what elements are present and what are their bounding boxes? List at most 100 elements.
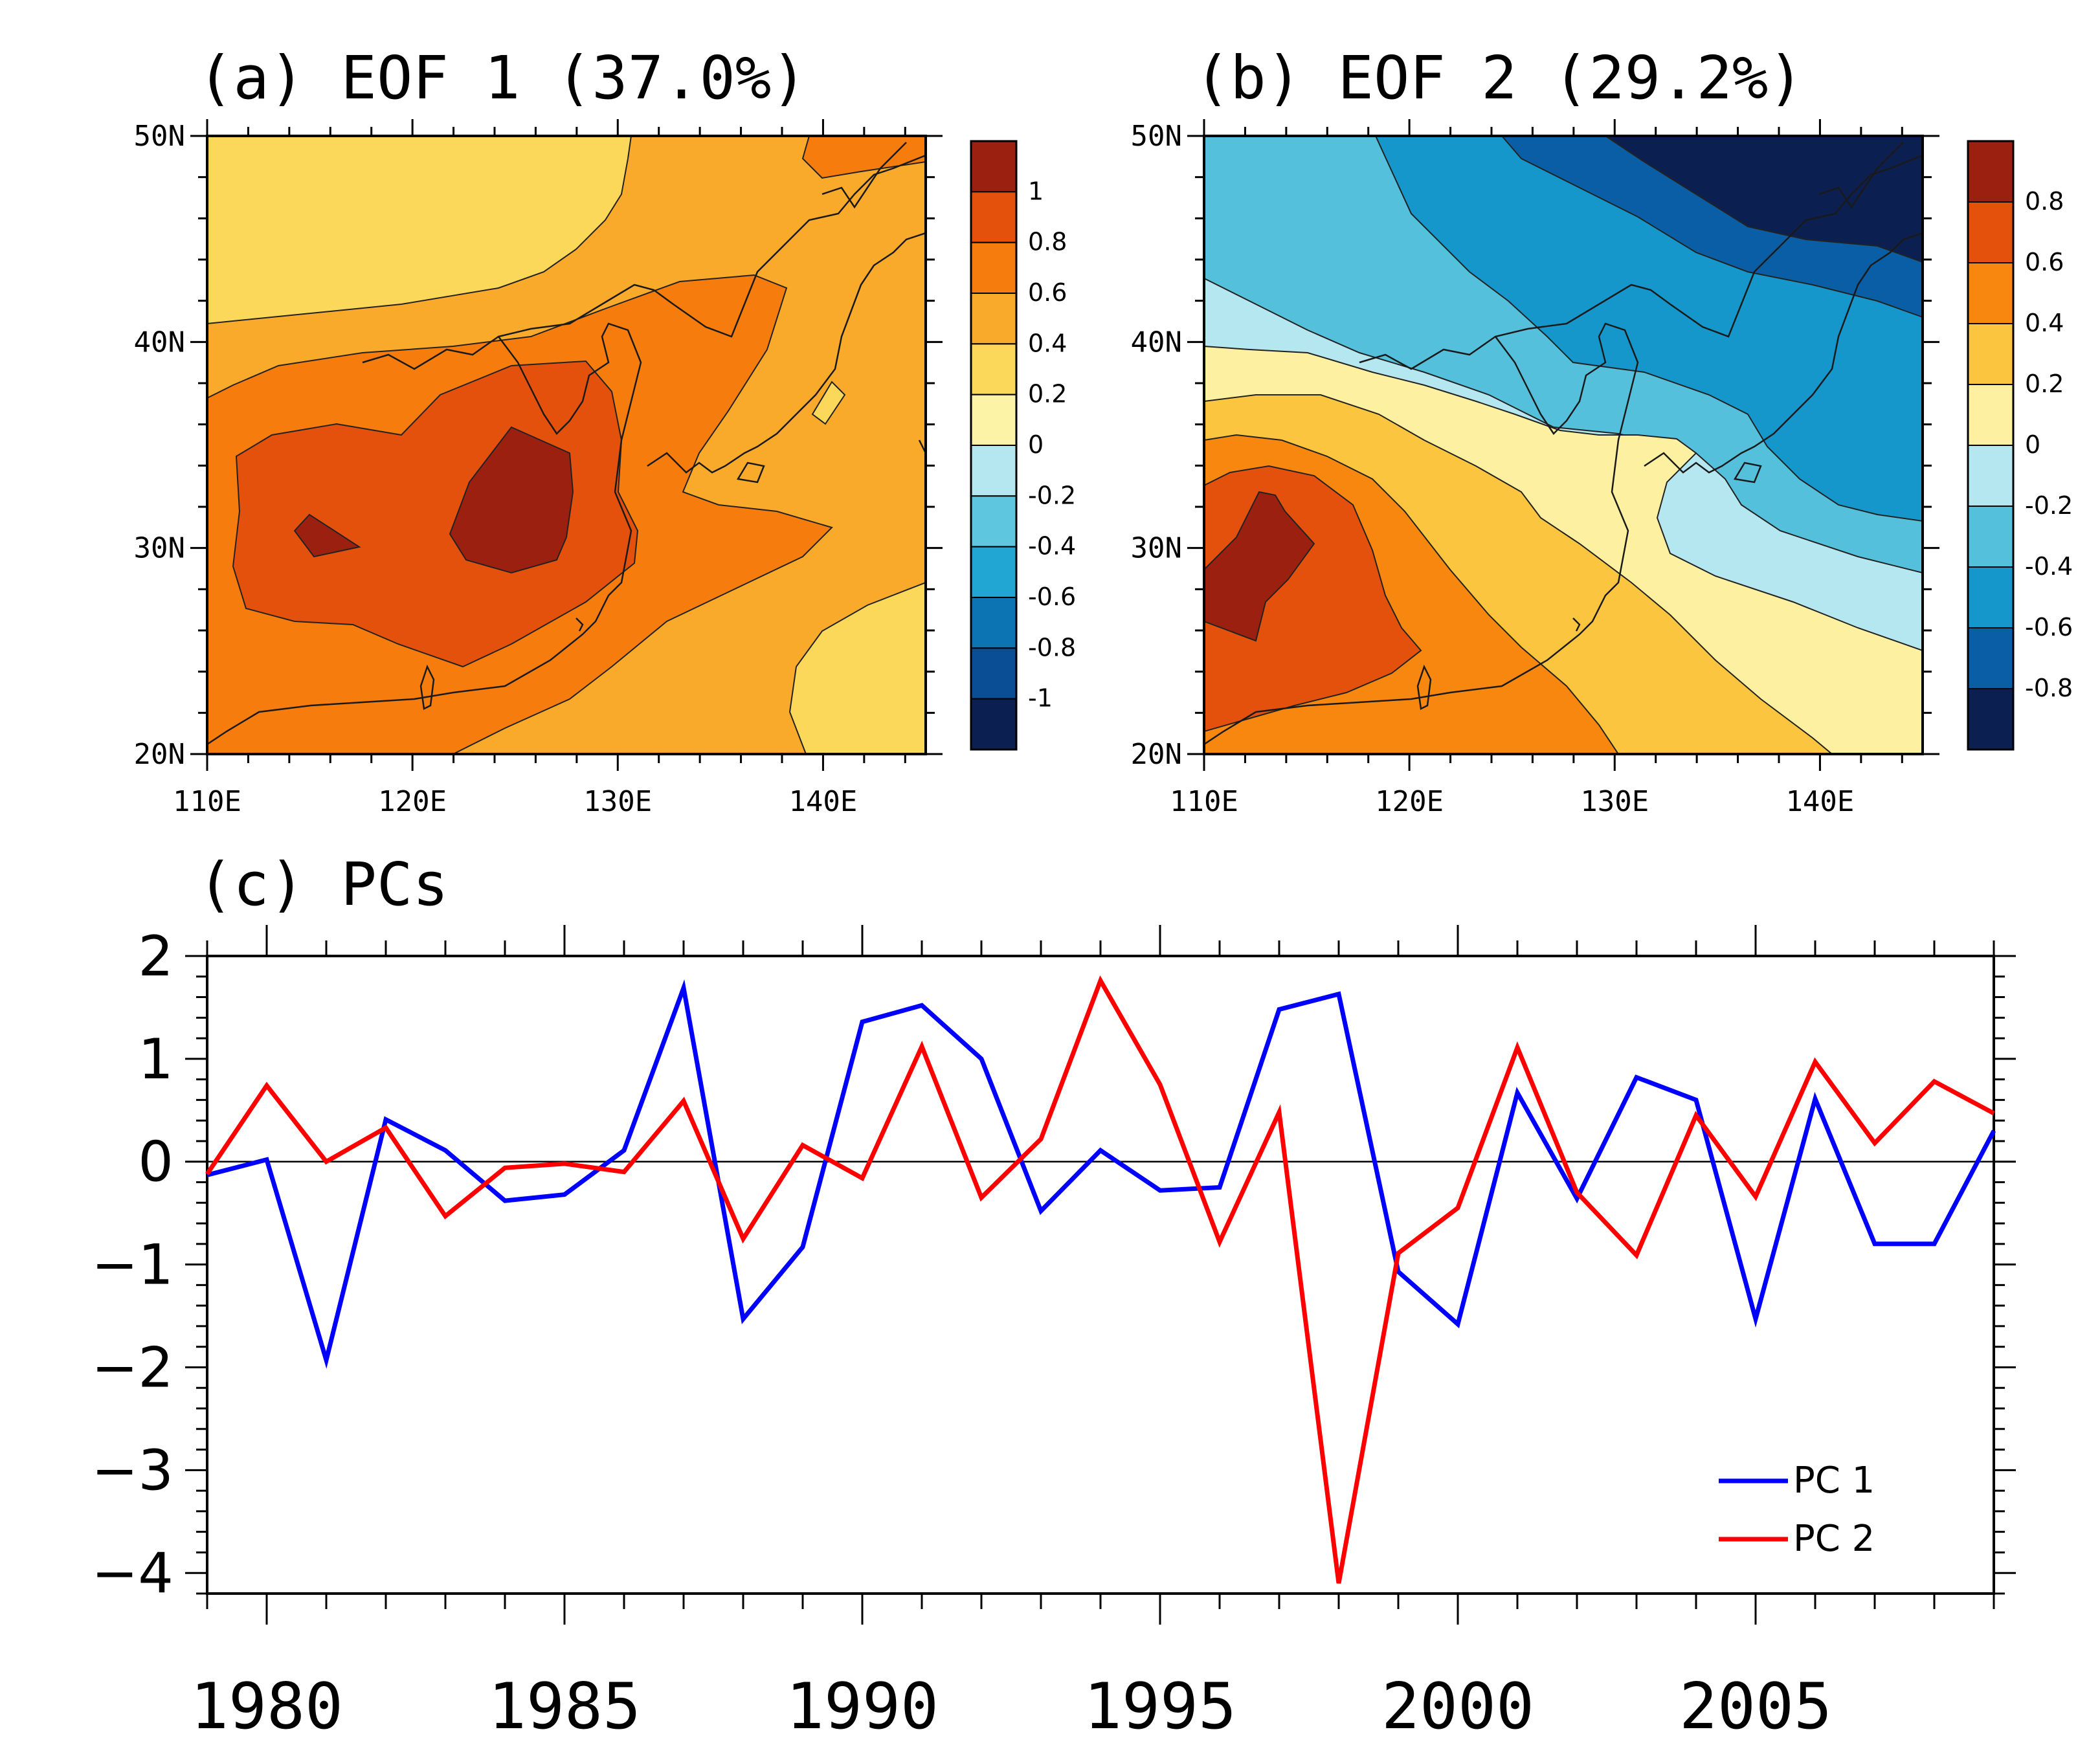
y-tick-label: 40N bbox=[1131, 326, 1182, 359]
colorbar-label: -0.6 bbox=[1028, 583, 1076, 611]
series-line-pc1 bbox=[207, 979, 1996, 1369]
panel-a-fill-0.8 bbox=[232, 360, 639, 668]
x-tick-label: 2005 bbox=[1679, 1670, 1832, 1744]
colorbar-segment bbox=[970, 241, 1017, 294]
x-tick-label: 2000 bbox=[1381, 1670, 1534, 1744]
panel-b-colorbar: 0.8 0.6 0.4 0.2 0 -0.2 -0.4 -0.6 -0.8 bbox=[1967, 140, 2073, 751]
panel-a-coastlines bbox=[207, 142, 926, 746]
colorbar-label: 0 bbox=[1028, 430, 1044, 459]
y-tick-label: 1 bbox=[138, 1027, 173, 1092]
colorbar-segment bbox=[1967, 445, 2014, 507]
panel-b-fill-0.8 bbox=[1204, 491, 1315, 642]
colorbar-label: 0.4 bbox=[1028, 329, 1067, 357]
y-tick-label: 40N bbox=[134, 326, 185, 359]
colorbar-segment bbox=[1967, 323, 2014, 385]
colorbar-segment bbox=[970, 495, 1017, 548]
legend-label-pc1: PC 1 bbox=[1793, 1460, 1875, 1502]
colorbar-label: 0.4 bbox=[2025, 309, 2064, 337]
colorbar-segment bbox=[1967, 688, 2014, 750]
colorbar-segment bbox=[1967, 201, 2014, 263]
panel-c-axes: 1980 1985 1990 1995 2000 2005 2 1 0 −1 −2 −3 −4 bbox=[91, 924, 2016, 1744]
colorbar-segment bbox=[970, 597, 1017, 649]
colorbar-label: 0.2 bbox=[1028, 380, 1067, 408]
colorbar-label: -0.2 bbox=[2025, 491, 2073, 520]
colorbar-segment bbox=[970, 140, 1017, 193]
panel-c-legend: PC 1 PC 2 bbox=[1719, 1460, 1875, 1560]
colorbar-label: -0.6 bbox=[2025, 613, 2073, 641]
panel-a-fill-1.0-east bbox=[449, 426, 574, 574]
y-tick-label: −4 bbox=[91, 1541, 173, 1606]
colorbar-label: -0.4 bbox=[2025, 552, 2073, 581]
colorbar-frame bbox=[1967, 140, 2015, 751]
panel-a-title: (a) EOF 1 (37.0%) bbox=[197, 43, 807, 113]
panel-c-title: (c) PCs bbox=[197, 850, 449, 919]
colorbar-segment bbox=[970, 546, 1017, 599]
colorbar-label: 0 bbox=[2025, 430, 2040, 459]
panel-b: (b) EOF 2 (29.2%) 110E 120E 130E 140E 20N 30N… bbox=[1131, 43, 2073, 818]
x-tick-label: 130E bbox=[1580, 785, 1649, 818]
y-tick-label: 30N bbox=[1131, 532, 1182, 565]
x-tick-label: 1995 bbox=[1084, 1670, 1236, 1744]
colorbar-segment bbox=[970, 293, 1017, 345]
colorbar-segment bbox=[970, 394, 1017, 447]
colorbar-label: -1 bbox=[1028, 684, 1053, 713]
x-tick-label: 120E bbox=[1375, 785, 1444, 818]
y-tick-label: 20N bbox=[1131, 738, 1182, 771]
y-tick-label: 30N bbox=[134, 532, 185, 565]
colorbar-label: -0.2 bbox=[1028, 481, 1076, 509]
x-tick-label: 1980 bbox=[190, 1670, 343, 1744]
y-tick-label: −2 bbox=[91, 1335, 173, 1400]
x-tick-label: 140E bbox=[1785, 785, 1854, 818]
y-tick-label: −3 bbox=[91, 1438, 173, 1503]
panel-b-coastlines bbox=[1204, 142, 1923, 746]
colorbar-segment bbox=[970, 191, 1017, 243]
colorbar-segment bbox=[1967, 384, 2014, 446]
panel-b-axes: 110E 120E 130E 140E 20N 30N 40N 50N bbox=[1131, 119, 1939, 818]
y-tick-label: −1 bbox=[91, 1233, 173, 1298]
panel-a-fill-0.6-ne bbox=[801, 136, 926, 179]
panel-b-frame bbox=[1203, 135, 1924, 755]
x-tick-label: 140E bbox=[788, 785, 857, 818]
colorbar-label: -0.8 bbox=[1028, 633, 1076, 661]
panel-a-frame bbox=[206, 135, 927, 755]
panel-b-map bbox=[1204, 136, 1923, 754]
colorbar-label: 0.8 bbox=[2025, 187, 2064, 216]
panel-a-colorbar: 1 0.8 0.6 0.4 0.2 0 -0.2 -0.4 -0.6 -0.8 -1 bbox=[970, 140, 1076, 751]
y-tick-label: 2 bbox=[138, 924, 173, 989]
panel-c-series bbox=[205, 975, 1996, 1584]
colorbar-segment bbox=[1967, 262, 2014, 324]
x-tick-label: 130E bbox=[583, 785, 652, 818]
panel-b-fill-minus0.8 bbox=[1604, 136, 1923, 263]
x-tick-label: 1985 bbox=[488, 1670, 641, 1744]
panel-b-title: (b) EOF 2 (29.2%) bbox=[1194, 43, 1804, 113]
x-tick-label: 110E bbox=[1170, 785, 1238, 818]
colorbar-label: 0.6 bbox=[1028, 278, 1067, 307]
panel-c-frame bbox=[206, 955, 1995, 1595]
colorbar-segment bbox=[970, 698, 1017, 750]
x-tick-label: 110E bbox=[173, 785, 241, 818]
colorbar-label: 0.6 bbox=[2025, 248, 2064, 276]
panel-a: (a) EOF 1 (37.0%) 110E 120E 130E 140E 20N bbox=[134, 43, 1077, 818]
legend-label-pc2: PC 2 bbox=[1793, 1518, 1875, 1560]
y-tick-label: 20N bbox=[134, 738, 185, 771]
y-tick-label: 0 bbox=[138, 1130, 173, 1195]
panel-a-fill-0.2-island bbox=[811, 381, 846, 425]
y-tick-label: 50N bbox=[1131, 120, 1182, 153]
colorbar-segment bbox=[970, 445, 1017, 497]
series-line-pc2 bbox=[205, 975, 1995, 1584]
colorbar-label: 0.8 bbox=[1028, 228, 1067, 256]
x-tick-label: 1990 bbox=[786, 1670, 939, 1744]
panel-c: (c) PCs 1980 1985 1990 1995 2000 2005 2 1 0 −1 −2 −… bbox=[91, 850, 2016, 1744]
colorbar-label: -0.8 bbox=[2025, 674, 2073, 702]
colorbar-segment bbox=[1967, 140, 2014, 203]
colorbar-segment bbox=[970, 343, 1017, 395]
colorbar-label: 1 bbox=[1028, 177, 1044, 205]
panel-a-map bbox=[207, 136, 926, 754]
colorbar-segment bbox=[1967, 506, 2014, 568]
panel-a-fill-0.2-north bbox=[207, 136, 632, 325]
colorbar-segment bbox=[1967, 566, 2014, 628]
colorbar-label: -0.4 bbox=[1028, 532, 1076, 561]
colorbar-frame bbox=[970, 140, 1018, 751]
panel-a-axes: 110E 120E 130E 140E 20N 30N 40N 50N bbox=[134, 119, 943, 818]
